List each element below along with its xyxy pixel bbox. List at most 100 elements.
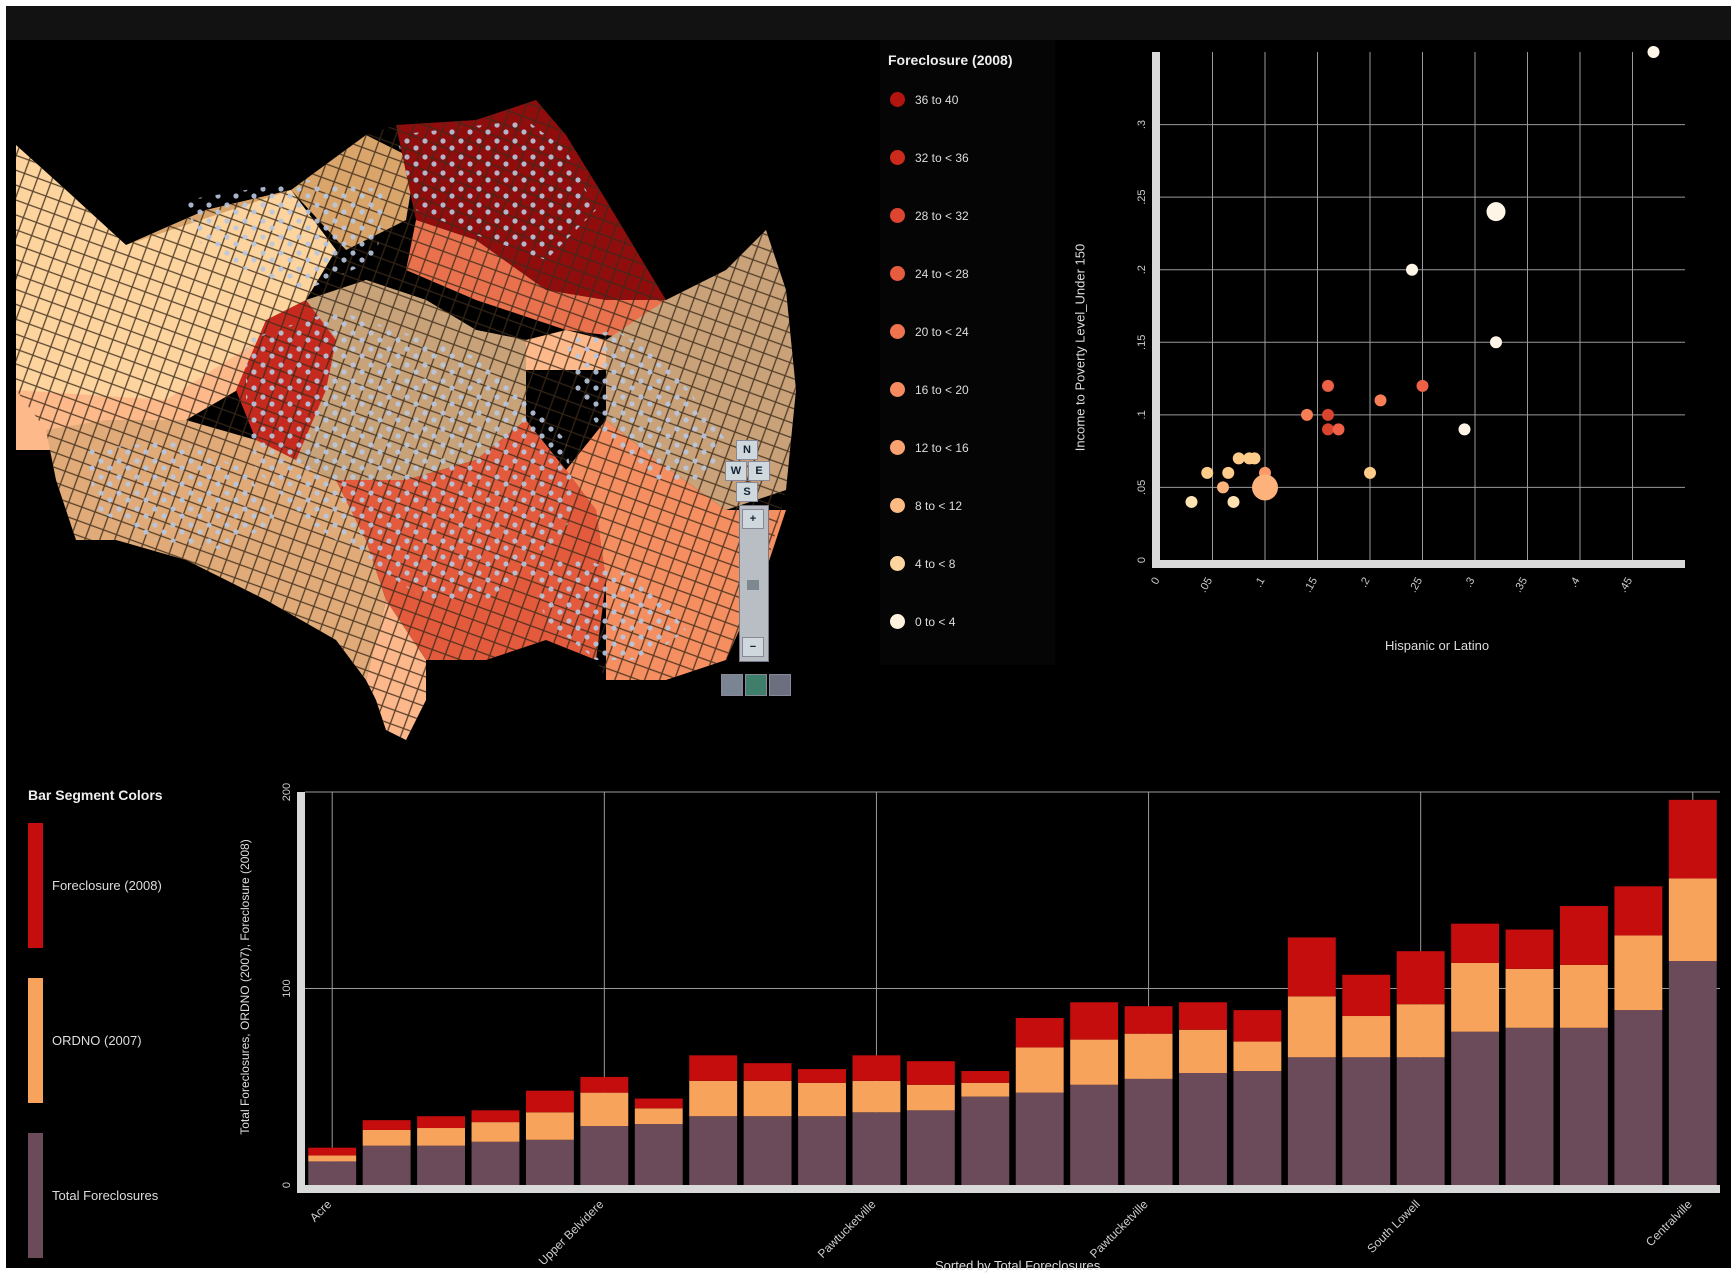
bar-segment[interactable] xyxy=(852,1080,901,1113)
bar-segment[interactable] xyxy=(743,1116,792,1185)
bar-segment[interactable] xyxy=(1505,968,1554,1028)
scatter-point[interactable] xyxy=(1416,379,1429,392)
bar-segment[interactable] xyxy=(1614,1010,1663,1185)
bar-segment[interactable] xyxy=(1559,1027,1608,1185)
bar-segment[interactable] xyxy=(580,1092,629,1127)
bar-segment[interactable] xyxy=(634,1098,683,1109)
bar-segment[interactable] xyxy=(1614,935,1663,1011)
zoom-in-button[interactable]: + xyxy=(742,509,764,529)
bar-segment[interactable] xyxy=(1015,1017,1064,1048)
bar-segment[interactable] xyxy=(471,1141,520,1185)
bar-segment[interactable] xyxy=(1451,923,1500,963)
scatter-point[interactable] xyxy=(1232,452,1245,465)
bar-segment[interactable] xyxy=(525,1112,574,1140)
bar-segment[interactable] xyxy=(1070,1002,1119,1040)
scatter-point[interactable] xyxy=(1332,423,1345,436)
choropleth-map[interactable] xyxy=(6,40,876,770)
bar-segment[interactable] xyxy=(580,1126,629,1185)
bar-segment[interactable] xyxy=(1451,962,1500,1032)
bar-segment[interactable] xyxy=(1287,996,1336,1058)
bar-segment[interactable] xyxy=(1233,1071,1282,1185)
scatter-point[interactable] xyxy=(1486,202,1506,222)
bar-segment[interactable] xyxy=(1179,1029,1227,1073)
bar-segment[interactable] xyxy=(1342,1016,1391,1058)
bar-segment[interactable] xyxy=(1451,1031,1500,1185)
scatter-point[interactable] xyxy=(1217,481,1229,494)
bar-segment[interactable] xyxy=(743,1080,792,1117)
bar-segment[interactable] xyxy=(525,1139,574,1185)
bar-segment[interactable] xyxy=(1179,1072,1227,1185)
bar-segment[interactable] xyxy=(1015,1047,1064,1093)
bar-segment[interactable] xyxy=(417,1128,466,1146)
bar-segment[interactable] xyxy=(1505,929,1554,969)
pan-south-button[interactable]: S xyxy=(736,482,758,502)
bar-segment[interactable] xyxy=(525,1090,574,1113)
bar-segment[interactable] xyxy=(961,1082,1010,1097)
bar-segment[interactable] xyxy=(1396,951,1445,1005)
zoom-box-icon[interactable] xyxy=(769,674,791,696)
bar-segment[interactable] xyxy=(1233,1010,1282,1042)
bar-segment[interactable] xyxy=(689,1055,738,1081)
scatter-point[interactable] xyxy=(1647,46,1660,58)
bar-segment[interactable] xyxy=(1233,1041,1282,1072)
scatter-point[interactable] xyxy=(1458,423,1471,436)
stacked-bar-chart[interactable]: 0 100 200 Acre Upper Belvidere Pawtucketville… xyxy=(225,775,1731,1270)
scatter-point[interactable] xyxy=(1364,466,1376,479)
bar-segment[interactable] xyxy=(634,1124,683,1185)
bar-segment[interactable] xyxy=(1559,905,1608,965)
scatter-point[interactable] xyxy=(1227,495,1240,508)
scatter-point[interactable] xyxy=(1322,423,1334,436)
scatter-point[interactable] xyxy=(1406,263,1418,276)
bar-segment[interactable] xyxy=(689,1116,738,1185)
bar-segment[interactable] xyxy=(1396,1057,1445,1185)
bar-segment[interactable] xyxy=(1124,1006,1173,1034)
scatter-point[interactable] xyxy=(1301,408,1313,421)
select-tool-icon[interactable] xyxy=(745,674,767,696)
bar-segment[interactable] xyxy=(961,1071,1010,1083)
bar-segment[interactable] xyxy=(1287,937,1336,997)
scatter-point[interactable] xyxy=(1374,394,1387,407)
pan-north-button[interactable]: N xyxy=(736,440,758,460)
hand-tool-icon[interactable] xyxy=(721,674,743,696)
bar-segment[interactable] xyxy=(906,1110,955,1185)
bar-segment[interactable] xyxy=(580,1076,629,1093)
bar-segment[interactable] xyxy=(1505,1027,1554,1185)
bar-segment[interactable] xyxy=(906,1061,955,1085)
bar-segment[interactable] xyxy=(634,1108,683,1125)
bar-segment[interactable] xyxy=(1015,1092,1064,1185)
scatter-point[interactable] xyxy=(1222,466,1235,479)
bar-segment[interactable] xyxy=(308,1161,357,1185)
bar-segment[interactable] xyxy=(1396,1004,1445,1058)
bar-segment[interactable] xyxy=(471,1110,520,1123)
bar-segment[interactable] xyxy=(852,1055,901,1081)
scatter-plot[interactable]: 0 .05 .1 .15 .2 .25 .3 .35 .4 .45 0 .05 .1 .15 .2 .25 .3 xyxy=(1060,40,1731,665)
bar-segment[interactable] xyxy=(362,1120,411,1130)
bar-segment[interactable] xyxy=(961,1096,1010,1185)
scatter-point[interactable] xyxy=(1185,495,1198,508)
pan-west-button[interactable]: W xyxy=(725,461,747,481)
zoom-out-button[interactable]: − xyxy=(742,637,764,657)
bar-segment[interactable] xyxy=(743,1063,792,1081)
bar-segment[interactable] xyxy=(1668,960,1717,1185)
pan-east-button[interactable]: E xyxy=(748,461,770,481)
bar-segment[interactable] xyxy=(417,1145,466,1185)
bar-segment[interactable] xyxy=(1668,799,1717,879)
scatter-point[interactable] xyxy=(1248,452,1261,465)
bar-panel[interactable]: 0 100 200 Acre Upper Belvidere Pawtucketville… xyxy=(225,775,1731,1273)
bar-segment[interactable] xyxy=(906,1084,955,1111)
bar-segment[interactable] xyxy=(1668,878,1717,961)
bar-segment[interactable] xyxy=(308,1155,357,1162)
bar-segment[interactable] xyxy=(1614,886,1663,936)
bar-segment[interactable] xyxy=(1342,1057,1391,1185)
bar-segment[interactable] xyxy=(1124,1078,1173,1185)
bar-segment[interactable] xyxy=(798,1116,846,1185)
bar-segment[interactable] xyxy=(308,1147,357,1156)
scatter-point[interactable] xyxy=(1322,408,1334,421)
bar-segment[interactable] xyxy=(798,1082,846,1117)
scatter-point[interactable] xyxy=(1322,379,1334,392)
zoom-slider-handle[interactable] xyxy=(747,580,759,590)
bar-segment[interactable] xyxy=(417,1116,466,1129)
bar-segment[interactable] xyxy=(1070,1039,1119,1085)
map-panel[interactable]: N W E S + − xyxy=(6,40,876,770)
bar-segment[interactable] xyxy=(1342,974,1391,1017)
